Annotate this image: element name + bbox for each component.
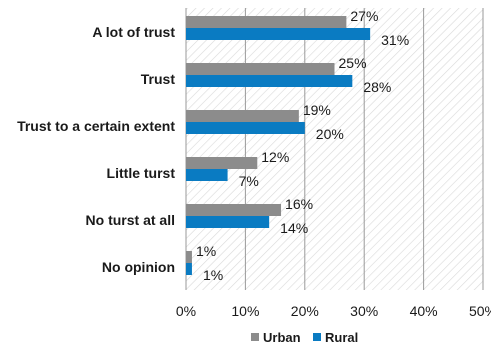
- bar-urban: [186, 251, 192, 263]
- data-label: 25%: [339, 55, 367, 71]
- labels: A lot of trust 27%31% Trust 25% 28% Trust to …: [17, 8, 409, 283]
- x-tick-label: 50%: [469, 303, 491, 319]
- data-label: 19%: [303, 102, 331, 118]
- legend-swatch-rural: [313, 333, 321, 341]
- data-label: 20%: [316, 126, 344, 142]
- bar-rural: [186, 122, 305, 134]
- bar-urban: [186, 16, 347, 28]
- category-label: Trust to a certain extent: [17, 118, 175, 134]
- x-tick-label: 40%: [410, 303, 438, 319]
- bar-urban: [186, 157, 258, 169]
- legend-label: Rural: [325, 330, 358, 345]
- category-label: No opinion: [102, 259, 175, 275]
- bar-rural: [186, 216, 270, 228]
- x-tick-label: 0%: [176, 303, 196, 319]
- bar-urban: [186, 63, 335, 75]
- category-label: No turst at all: [86, 212, 175, 228]
- bars: [186, 16, 371, 275]
- data-label: 12%: [261, 149, 289, 165]
- bar-urban: [186, 110, 299, 122]
- category-label: Little turst: [107, 165, 176, 181]
- legend: Urban Rural: [251, 330, 358, 345]
- data-label: 1%: [196, 243, 216, 259]
- x-tick-label: 20%: [291, 303, 319, 319]
- data-label: 28%: [363, 79, 391, 95]
- data-label: 16%: [285, 196, 313, 212]
- bar-rural: [186, 263, 192, 275]
- x-axis-ticks: 0% 10% 20% 30% 40% 50%: [176, 303, 491, 319]
- bar-rural: [186, 28, 371, 40]
- data-label: 14%: [280, 220, 308, 236]
- data-label: 31%: [381, 32, 409, 48]
- legend-label: Urban: [263, 330, 301, 345]
- gridlines: [185, 8, 484, 290]
- x-tick-label: 30%: [350, 303, 378, 319]
- category-label: A lot of trust: [92, 24, 175, 40]
- plot-area: [186, 8, 483, 290]
- x-tick-label: 10%: [231, 303, 259, 319]
- data-label: 27%: [350, 8, 378, 24]
- bar-urban: [186, 204, 282, 216]
- data-label: 1%: [203, 267, 223, 283]
- category-label: Trust: [141, 71, 176, 87]
- bar-rural: [186, 75, 353, 87]
- legend-swatch-urban: [251, 333, 259, 341]
- data-label: 7%: [239, 173, 259, 189]
- bar-rural: [186, 169, 228, 181]
